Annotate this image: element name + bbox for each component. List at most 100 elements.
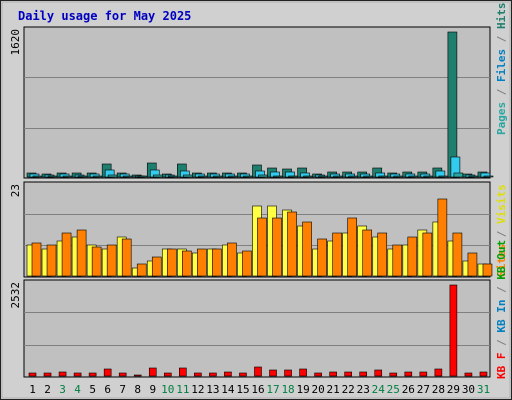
bar-kb-f-day-8: [133, 374, 142, 377]
bar-sites-day-6: [106, 244, 117, 277]
side-label-sites-visits: Sites / Visits: [495, 184, 508, 277]
panel-background-3: [23, 279, 491, 378]
x-axis-label-17: 17: [266, 383, 279, 396]
side-label-kb-traffic-part: /: [495, 280, 508, 300]
x-axis-label-11: 11: [176, 383, 189, 396]
x-axis-label-1: 1: [29, 383, 36, 396]
bar-sites-day-1: [31, 242, 42, 277]
x-axis-label-16: 16: [251, 383, 264, 396]
bar-sites-day-12: [197, 248, 207, 277]
bar-sites-day-2: [46, 244, 57, 277]
bar-kb-f-day-9: [148, 367, 157, 377]
bar-kb-f-day-28: [434, 368, 443, 377]
x-axis-label-30: 30: [462, 383, 475, 396]
x-axis-label-20: 20: [312, 383, 325, 396]
bar-sites-day-11: [182, 250, 192, 277]
axis-max-label: 1620: [9, 29, 22, 56]
bar-kb-f-day-1: [28, 372, 37, 377]
x-axis-label-31: 31: [477, 383, 490, 396]
x-axis-label-9: 9: [149, 383, 156, 396]
bar-sites-day-14: [227, 242, 237, 277]
bar-pages-day-31: [483, 175, 494, 178]
panel-background-1: [23, 26, 491, 179]
bar-kb-f-day-18: [284, 369, 292, 377]
bar-kb-f-day-21: [329, 371, 337, 377]
side-label-pages-files-hits: Pages / Files / Hits: [495, 3, 508, 136]
bar-kb-f-day-20: [314, 372, 322, 377]
bar-pages-day-9: [152, 174, 163, 178]
bar-sites-day-15: [242, 250, 252, 277]
bar-pages-day-15: [243, 175, 253, 178]
bar-sites-day-30: [467, 252, 478, 277]
x-axis-label-8: 8: [134, 383, 141, 396]
x-axis-label-28: 28: [432, 383, 445, 396]
side-label-pages-files-hits-part: Pages: [495, 102, 508, 135]
bar-pages-day-27: [423, 175, 434, 178]
bar-kb-f-day-16: [254, 366, 262, 377]
bar-kb-f-day-12: [194, 372, 202, 377]
bar-sites-day-5: [91, 246, 102, 277]
x-axis-label-18: 18: [281, 383, 294, 396]
x-axis-label-29: 29: [447, 383, 460, 396]
axis-max-label: 2532: [9, 282, 22, 309]
bar-pages-day-13: [213, 175, 223, 178]
bar-kb-f-day-29: [449, 284, 458, 377]
bar-pages-day-12: [198, 175, 208, 178]
side-label-pages-files-hits-part: /: [495, 29, 508, 49]
x-axis-label-5: 5: [89, 383, 96, 396]
side-label-kb-traffic-part: /: [495, 333, 508, 353]
x-axis-label-3: 3: [59, 383, 66, 396]
bar-sites-day-24: [377, 232, 388, 277]
bar-sites-day-10: [166, 248, 177, 277]
bar-kb-f-day-4: [73, 372, 82, 377]
bar-pages-day-23: [363, 175, 374, 178]
bar-sites-day-29: [452, 232, 463, 277]
side-label-kb-traffic: KB F / KB In / KB Out: [495, 240, 508, 379]
bar-sites-day-22: [347, 217, 357, 277]
bar-sites-day-19: [302, 221, 312, 277]
bar-kb-f-day-27: [419, 371, 428, 377]
bar-sites-day-25: [392, 244, 403, 277]
bar-sites-day-27: [422, 232, 433, 277]
x-axis-label-15: 15: [236, 383, 249, 396]
bar-sites-day-31: [482, 263, 493, 277]
bar-sites-day-9: [151, 256, 162, 277]
bar-pages-day-7: [122, 175, 133, 178]
bar-sites-day-18: [287, 211, 297, 277]
side-label-sites-visits-part: Sites: [495, 244, 508, 277]
bar-kb-f-day-15: [239, 372, 247, 377]
bar-sites-day-8: [136, 263, 147, 277]
bar-sites-day-4: [76, 229, 87, 277]
bar-kb-f-day-31: [479, 371, 488, 377]
x-axis-label-14: 14: [221, 383, 235, 396]
bar-kb-f-day-2: [43, 372, 52, 377]
bar-pages-day-28: [438, 175, 449, 178]
side-label-pages-files-hits-part: /: [495, 82, 508, 102]
side-label-pages-files-hits-part: Hits: [495, 3, 508, 30]
bar-kb-f-day-5: [88, 372, 97, 377]
bar-pages-day-3: [62, 175, 73, 178]
bar-kb-f-day-25: [389, 372, 398, 377]
bar-pages-day-25: [393, 175, 404, 178]
bar-sites-day-7: [121, 238, 132, 277]
x-axis-label-13: 13: [206, 383, 219, 396]
bar-kb-f-day-14: [224, 371, 232, 377]
side-label-sites-visits-part: /: [495, 224, 508, 244]
bar-kb-f-day-11: [179, 367, 187, 377]
bar-kb-f-day-6: [103, 368, 112, 377]
bar-pages-day-26: [408, 175, 419, 178]
bar-pages-day-24: [378, 175, 389, 178]
bar-pages-day-16: [258, 174, 268, 178]
side-label-kb-traffic-part: KB In: [495, 300, 508, 333]
bar-kb-f-day-24: [374, 369, 383, 377]
bar-pages-day-29: [453, 172, 464, 178]
x-axis-label-12: 12: [191, 383, 204, 396]
bar-pages-day-8: [137, 175, 148, 178]
x-axis-label-6: 6: [104, 383, 111, 396]
bar-pages-day-22: [348, 175, 358, 178]
x-axis-label-4: 4: [74, 383, 81, 396]
bar-pages-day-1: [32, 175, 43, 178]
x-axis-label-25: 25: [387, 383, 400, 396]
bar-sites-day-20: [317, 238, 327, 277]
bar-pages-day-14: [228, 175, 238, 178]
